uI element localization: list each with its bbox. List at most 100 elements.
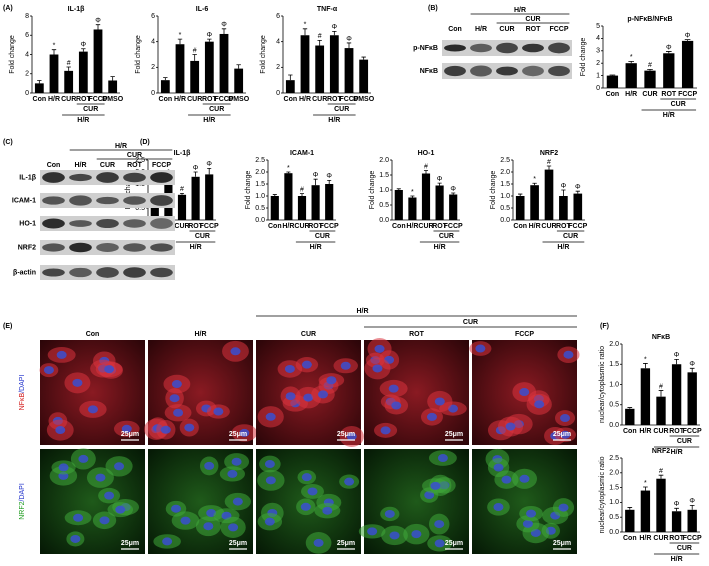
nucleus	[380, 426, 391, 435]
bar	[435, 185, 444, 220]
x-tick-label: CUR	[61, 96, 76, 103]
blot-band	[150, 267, 173, 278]
blot-band	[96, 196, 119, 205]
significance-marker: #	[648, 62, 652, 69]
row-label-part: /DAPI	[19, 483, 26, 501]
error-bar	[317, 39, 322, 46]
scale-label: 25μm	[553, 540, 571, 547]
scale-label: 25μm	[445, 540, 463, 547]
nucleus	[437, 454, 448, 463]
blot-band	[96, 172, 119, 183]
x-tick-label: H/R	[529, 223, 541, 230]
y-tick-label: 4	[25, 51, 29, 58]
bar	[191, 176, 200, 220]
y-tick-label: 1.0	[609, 381, 619, 388]
group-label: H/R	[190, 244, 202, 251]
y-tick-label: 2.0	[609, 470, 619, 477]
chart-title: IL-1β	[68, 6, 85, 13]
column-label: CUR	[301, 331, 316, 338]
x-tick-label: Con	[513, 223, 527, 230]
error-bar	[627, 507, 633, 510]
error-bar	[332, 31, 337, 36]
chart-title: IL-6	[196, 6, 209, 13]
bar	[311, 185, 320, 220]
nucleus	[563, 350, 574, 359]
error-bar	[51, 49, 57, 55]
bar	[687, 509, 697, 532]
bar	[177, 194, 187, 220]
nucleus	[231, 457, 242, 466]
nucleus	[265, 476, 276, 485]
nucleus	[99, 516, 110, 525]
group-label: CUR	[439, 233, 454, 240]
x-tick-label: FCCP	[320, 223, 339, 230]
x-tick-label: DMSO	[228, 96, 250, 103]
error-bar	[647, 69, 653, 71]
bar	[656, 396, 666, 425]
y-tick-label: 1	[596, 72, 600, 79]
lane-label: ROT	[127, 162, 143, 169]
bar	[625, 408, 635, 425]
blot-band	[96, 243, 119, 252]
bar	[329, 35, 339, 93]
y-tick-label: 5	[596, 23, 600, 30]
nucleus	[43, 366, 54, 375]
y-tick-label: 2.0	[379, 157, 389, 164]
bar	[606, 75, 619, 88]
significance-marker: Φ	[206, 161, 212, 168]
blot-band	[150, 172, 173, 183]
y-tick-label: 2	[151, 64, 155, 71]
row-label: NRF2/DAPI	[19, 483, 26, 520]
blot-band	[69, 195, 92, 206]
bar	[687, 372, 697, 425]
blot-band	[150, 243, 173, 252]
nucleus	[104, 491, 115, 500]
x-tick-label: H/R	[639, 428, 651, 435]
x-tick-label: H/R	[406, 223, 418, 230]
group-label: CUR	[83, 106, 98, 113]
group-label: CUR	[671, 101, 686, 108]
chart-title: ICAM-1	[290, 150, 314, 157]
bar	[64, 70, 74, 93]
error-bar	[299, 193, 305, 196]
bar	[78, 51, 88, 93]
nucleus	[227, 469, 238, 478]
error-bar	[628, 60, 635, 64]
x-tick-label: ROT	[661, 91, 677, 98]
significance-marker: #	[547, 159, 551, 166]
x-tick-label: ROT	[327, 96, 343, 103]
bar	[359, 59, 369, 93]
y-tick-label: 0.5	[500, 205, 510, 212]
blot-band	[69, 173, 92, 182]
y-axis-label: nuclear/cytoplasmic ratio	[599, 456, 606, 533]
y-tick-label: 6	[276, 13, 280, 20]
row-label: IL-1β	[19, 174, 36, 181]
chart-title: NRF2	[652, 448, 670, 455]
blot-band	[470, 43, 492, 53]
x-tick-label: H/R	[174, 96, 186, 103]
blot-band	[123, 172, 146, 183]
column-label: FCCP	[515, 331, 534, 338]
lane-label: H/R	[475, 26, 487, 33]
error-bar	[410, 195, 415, 198]
blot-band	[522, 65, 544, 77]
group-label: H/R	[663, 112, 675, 119]
y-tick-label: 1.0	[255, 193, 265, 200]
column-label: ROT	[409, 331, 425, 338]
scale-label: 25μm	[337, 540, 355, 547]
group-label: CUR	[677, 545, 692, 552]
bar	[625, 63, 637, 88]
bar	[640, 490, 651, 532]
nucleus	[264, 460, 275, 469]
nucleus	[104, 365, 115, 374]
y-tick-label: 4	[276, 39, 280, 46]
bar	[544, 169, 554, 220]
significance-marker: *	[411, 189, 414, 196]
lane-label: Con	[47, 162, 61, 169]
blot-band	[42, 243, 65, 252]
error-bar	[313, 178, 318, 186]
nucleus	[264, 517, 275, 526]
significance-marker: *	[533, 176, 536, 183]
significance-marker: Φ	[207, 32, 213, 39]
significance-marker: Φ	[674, 352, 680, 359]
